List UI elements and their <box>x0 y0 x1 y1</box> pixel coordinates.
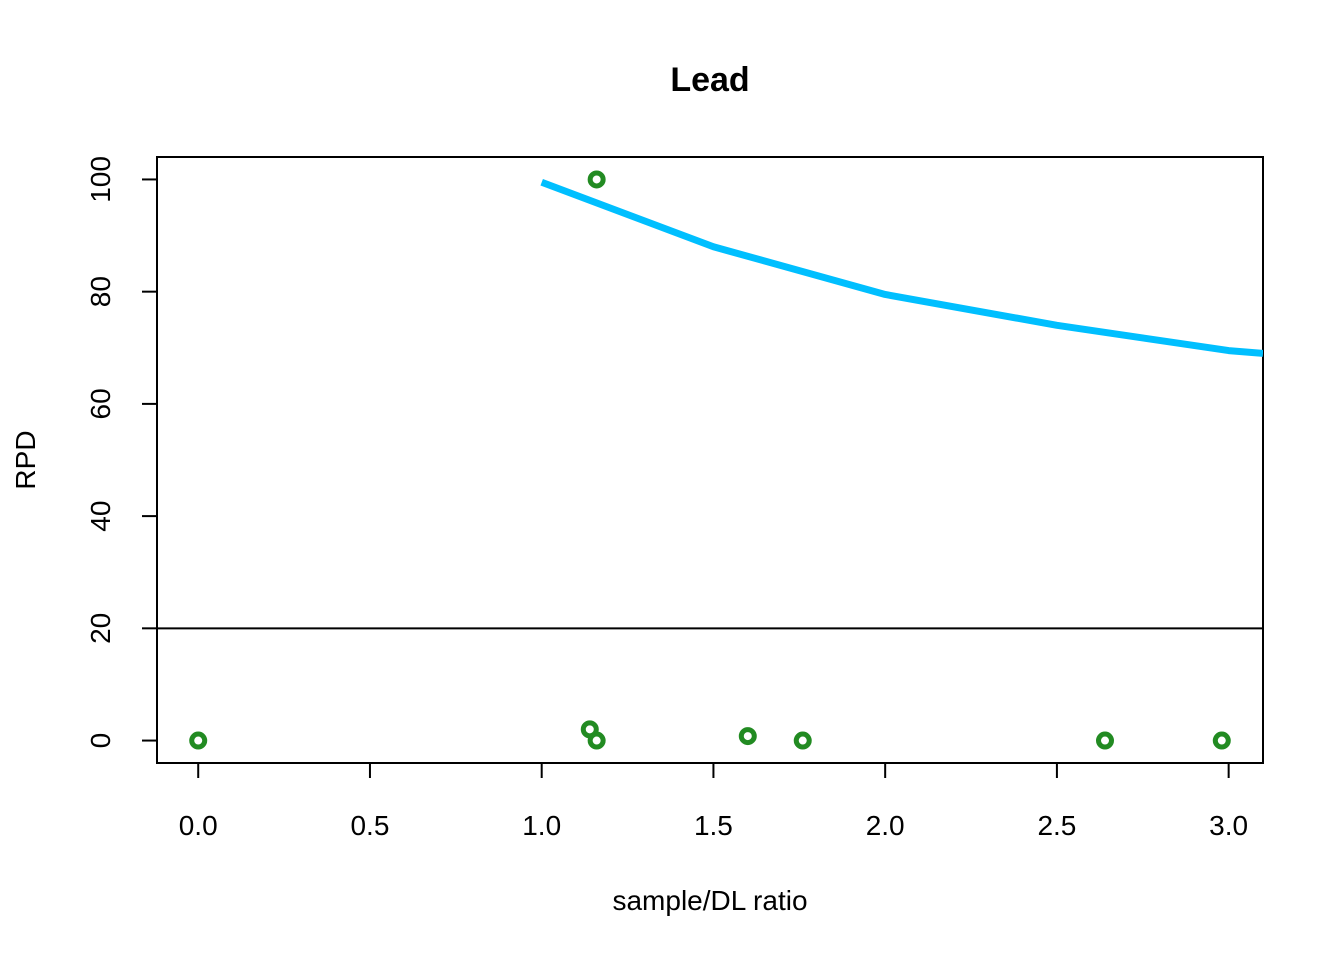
x-tick-label: 2.0 <box>866 810 905 841</box>
x-tick-label: 3.0 <box>1209 810 1248 841</box>
y-tick-label: 60 <box>85 388 116 419</box>
x-tick-label: 1.0 <box>522 810 561 841</box>
rpd-limit-curve <box>540 178 1263 357</box>
x-axis-label: sample/DL ratio <box>612 885 807 916</box>
y-axis-label: RPD <box>10 430 41 489</box>
chart-title: Lead <box>670 61 749 99</box>
data-point <box>793 731 812 750</box>
y-tick-label: 80 <box>85 276 116 307</box>
data-point <box>738 727 757 746</box>
data-point <box>189 731 208 750</box>
y-tick-label: 40 <box>85 501 116 532</box>
y-tick-label: 100 <box>85 156 116 203</box>
plot-area <box>156 156 1264 764</box>
x-tick-label: 0.5 <box>350 810 389 841</box>
x-tick-label: 0.0 <box>179 810 218 841</box>
data-point <box>1096 731 1114 750</box>
x-axis: 0.0 0.5 1.0 1.5 2.0 2.5 3.0 <box>179 762 1248 841</box>
x-tick-label: 1.5 <box>694 810 733 841</box>
y-axis: 0 20 40 60 80 100 <box>85 156 158 749</box>
x-tick-label: 2.5 <box>1037 810 1076 841</box>
data-point <box>1212 731 1231 750</box>
y-tick-label: 0 <box>85 733 116 749</box>
data-point <box>587 731 606 750</box>
y-tick-label: 20 <box>85 613 116 644</box>
data-point <box>587 170 606 189</box>
